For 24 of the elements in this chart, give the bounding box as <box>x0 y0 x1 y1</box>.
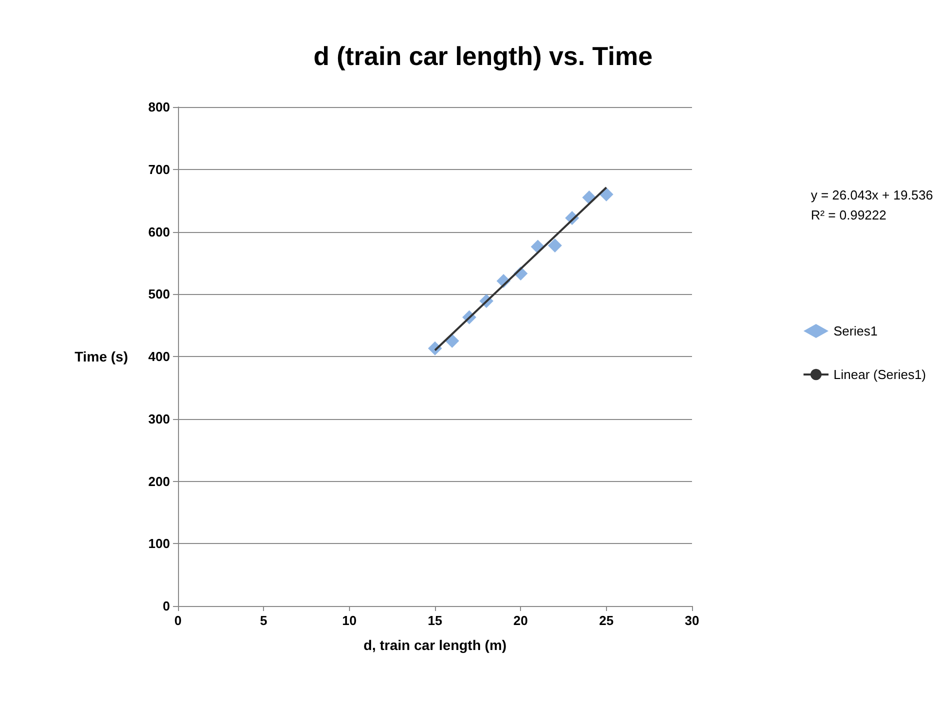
y-tick-label: 0 <box>162 598 170 614</box>
x-tick-label: 5 <box>260 613 268 628</box>
x-tick-label: 15 <box>428 613 442 628</box>
y-tick-label: 300 <box>148 411 170 426</box>
y-tick-label: 800 <box>148 100 170 114</box>
x-axis-title: d, train car length (m) <box>363 637 507 653</box>
x-tick-label: 30 <box>684 613 700 628</box>
y-tick-label: 600 <box>148 224 170 240</box>
y-tick-label: 400 <box>148 349 170 364</box>
x-tick-label: 20 <box>513 613 528 628</box>
text: y = 26.043x + 19.536 R² = 0.99222 <box>810 188 933 222</box>
x-tick-label: 0 <box>174 613 182 628</box>
y-tick-label: 700 <box>148 162 170 177</box>
x-tick-label: 10 <box>342 613 357 628</box>
y-tick-label: 100 <box>148 536 170 552</box>
x-tick-label: 25 <box>599 613 614 628</box>
legend-label: Linear (Series1) <box>834 367 926 382</box>
chart-title: d (train car length) vs. Time <box>313 41 653 71</box>
y-axis-title: Time (s) <box>74 348 128 364</box>
point <box>599 187 614 202</box>
y-tick-label: 200 <box>148 474 170 489</box>
y-tick-label: 500 <box>148 286 170 302</box>
legend-label: Series1 <box>834 324 878 338</box>
point <box>548 238 562 252</box>
